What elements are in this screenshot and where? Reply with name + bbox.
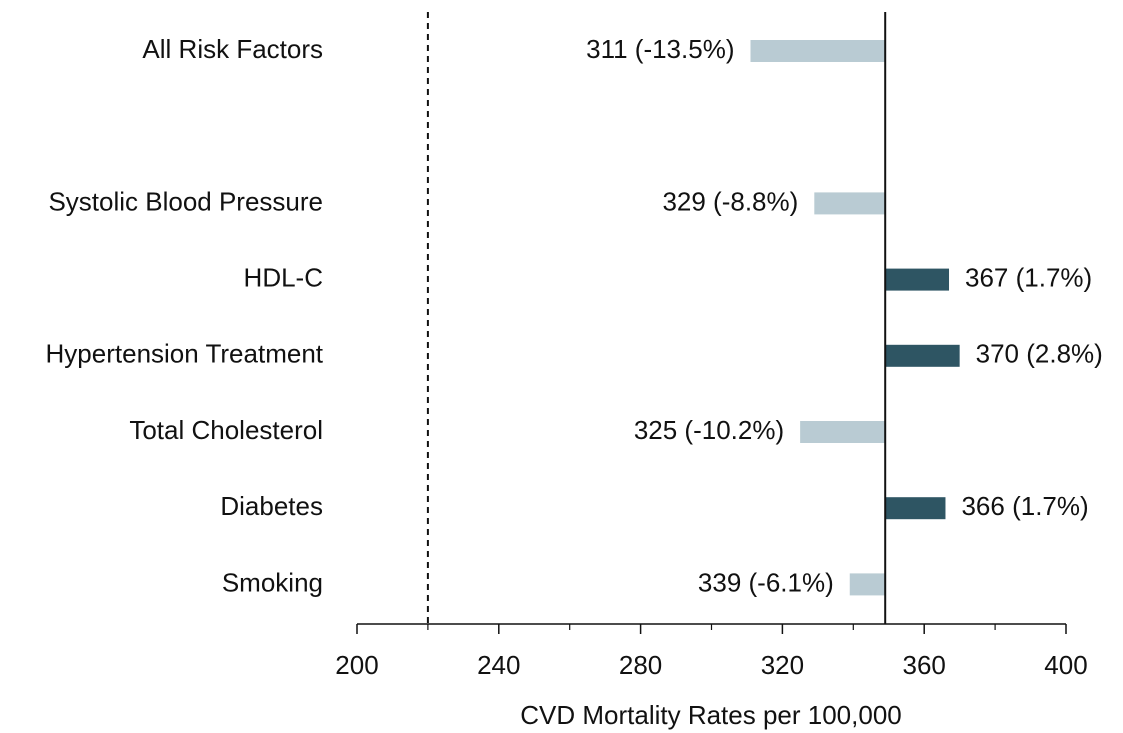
bar	[885, 497, 946, 520]
data-label: 325 (-10.2%)	[634, 415, 784, 445]
y-tick-label: Smoking	[222, 567, 323, 597]
x-tick-label: 280	[619, 650, 662, 680]
data-label: 339 (-6.1%)	[698, 567, 834, 597]
x-tick-label: 320	[761, 650, 804, 680]
x-tick-label: 200	[335, 650, 378, 680]
y-tick-label: Hypertension Treatment	[46, 339, 324, 369]
bar	[849, 573, 886, 596]
x-axis-label: CVD Mortality Rates per 100,000	[520, 700, 902, 730]
x-tick-label: 240	[477, 650, 520, 680]
data-label: 366 (1.7%)	[961, 491, 1088, 521]
bar	[885, 344, 960, 367]
y-tick-label: HDL-C	[244, 262, 323, 292]
bar	[814, 192, 886, 215]
y-tick-label: Systolic Blood Pressure	[48, 186, 323, 216]
y-tick-label: All Risk Factors	[142, 34, 323, 64]
data-label: 367 (1.7%)	[965, 262, 1092, 292]
y-tick-label: Diabetes	[220, 491, 323, 521]
data-label: 311 (-13.5%)	[586, 34, 734, 64]
x-tick-label: 400	[1044, 650, 1087, 680]
bar	[800, 421, 886, 443]
x-tick-label: 360	[903, 650, 946, 680]
y-tick-label: Total Cholesterol	[129, 415, 323, 445]
data-label: 329 (-8.8%)	[662, 186, 798, 216]
data-label: 370 (2.8%)	[976, 339, 1103, 369]
bar	[750, 40, 886, 62]
bar	[885, 268, 950, 291]
